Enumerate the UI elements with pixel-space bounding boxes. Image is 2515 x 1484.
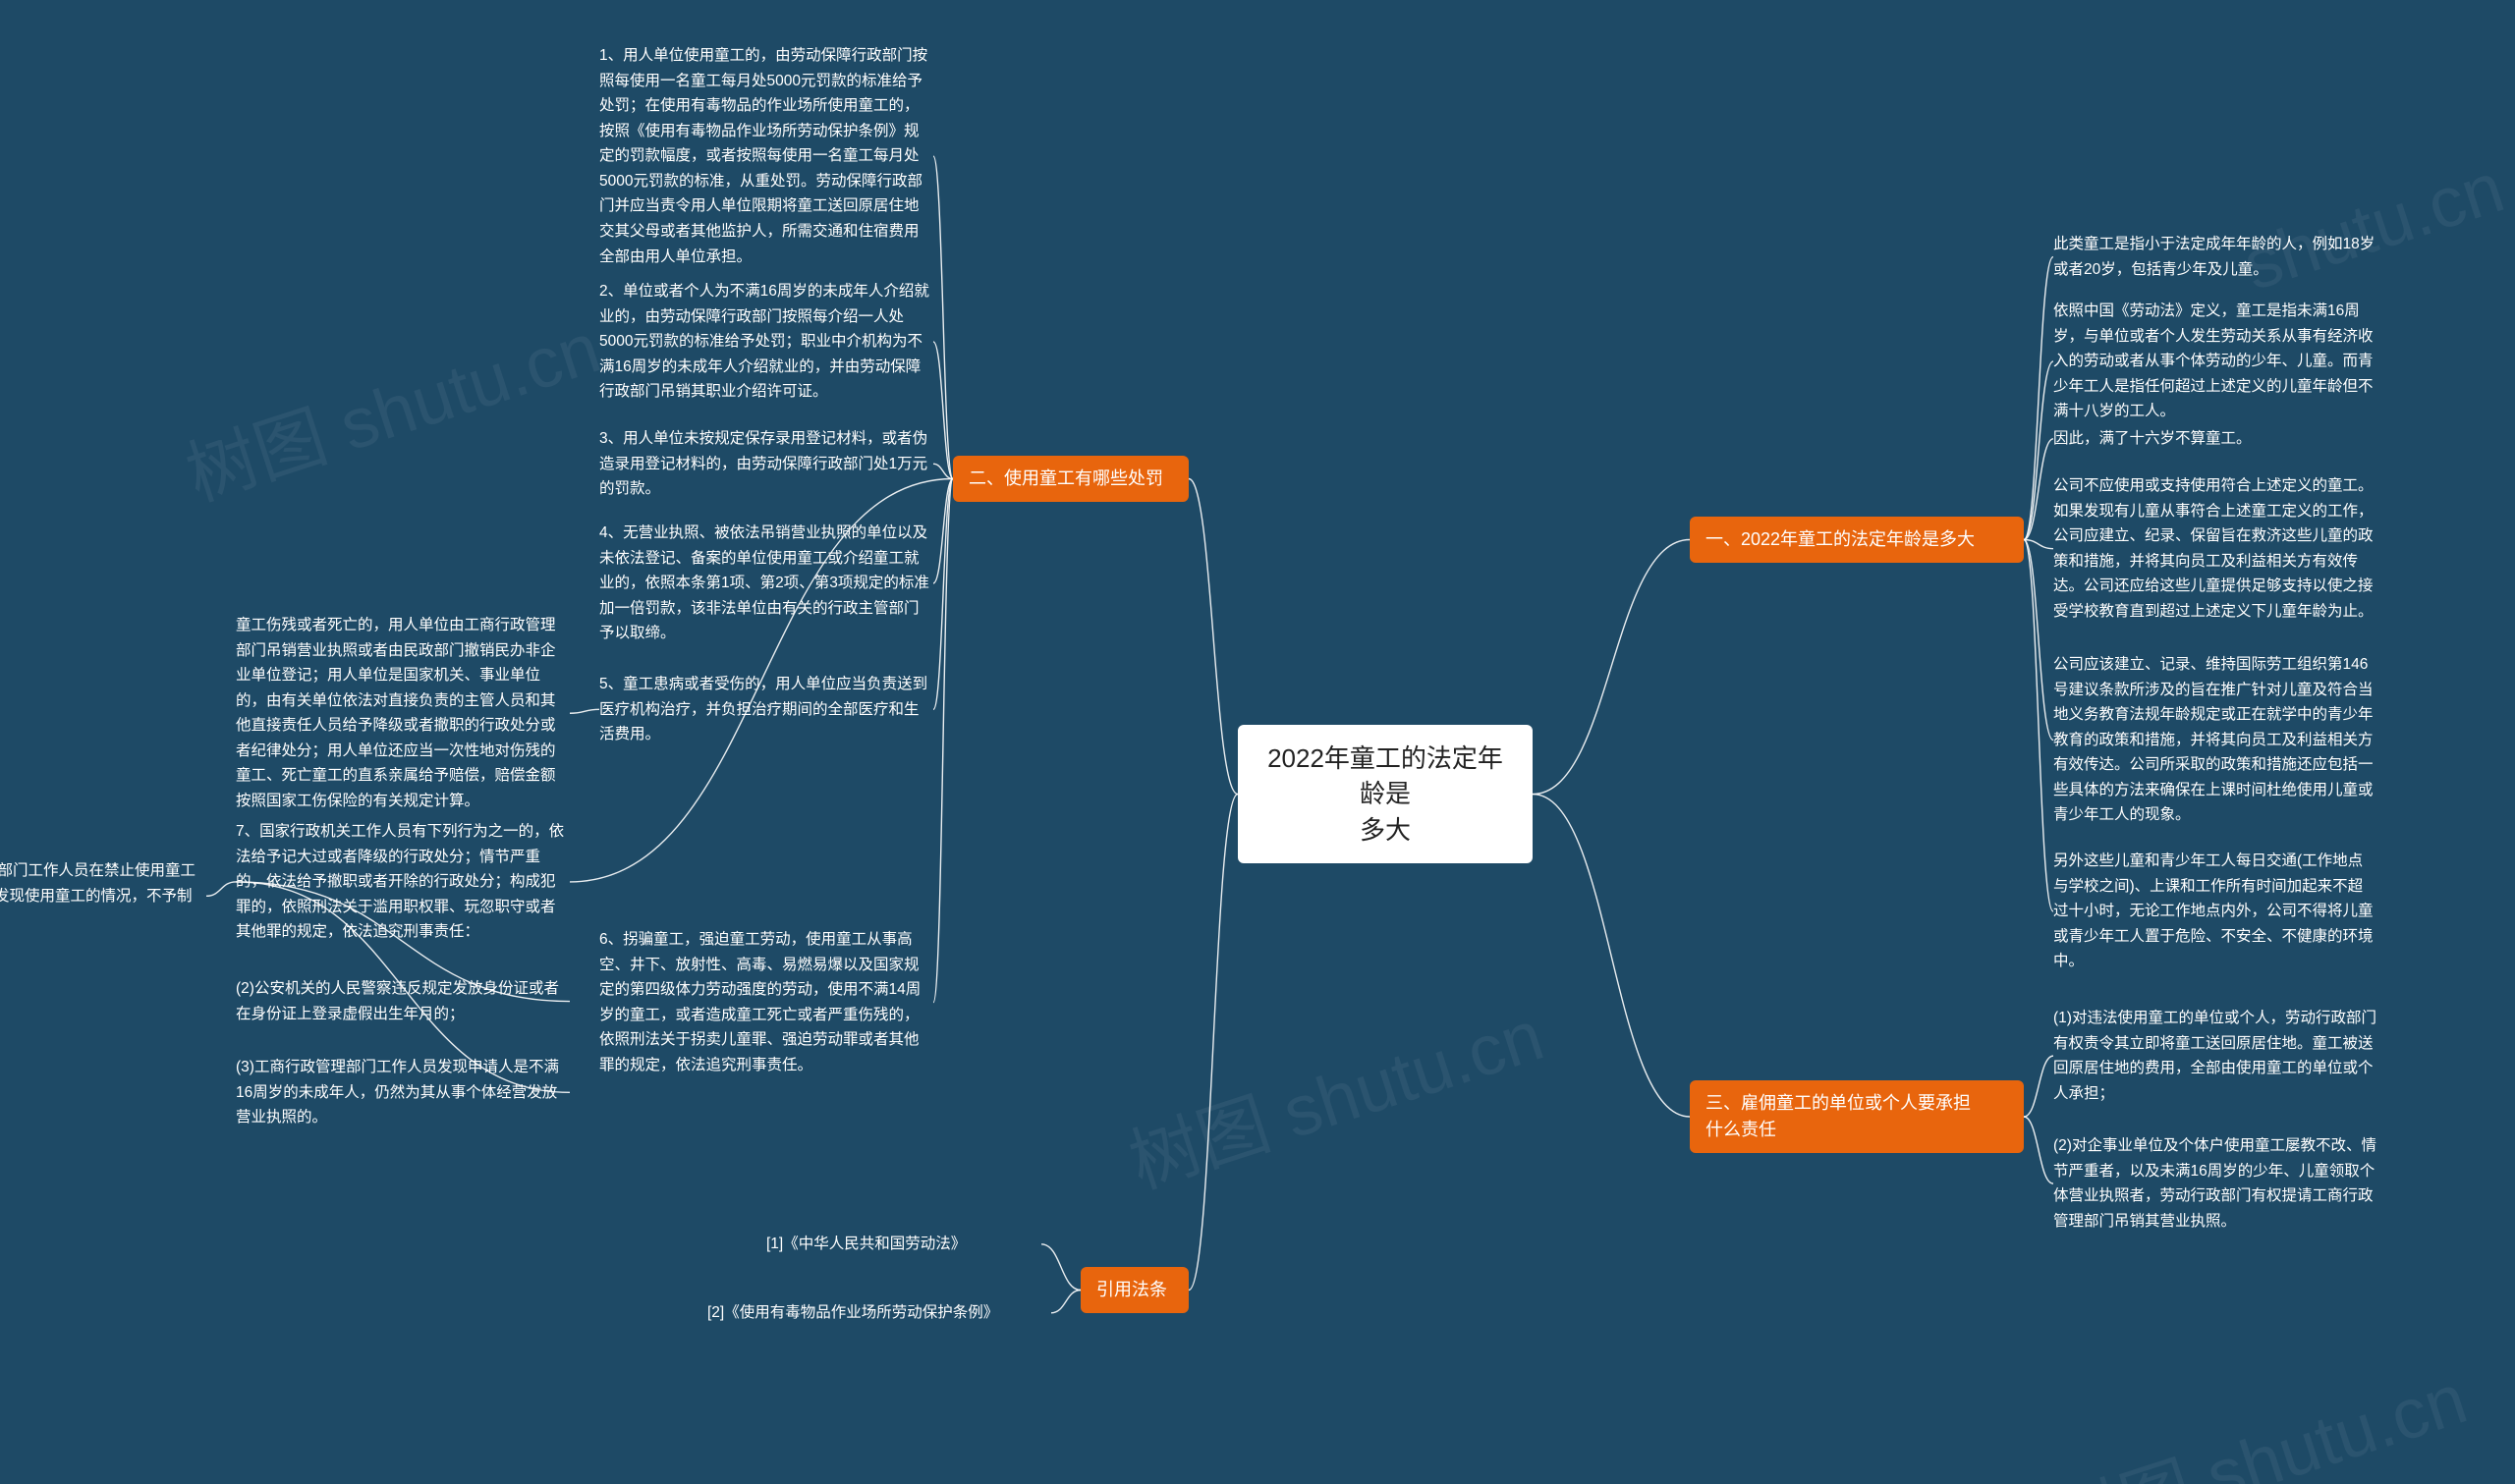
- leaf-node-m2c2: 2、单位或者个人为不满16周岁的未成年人介绍就业的，由劳动保障行政部门按照每介绍…: [599, 275, 933, 409]
- leaf-node-m1c4: 公司不应使用或支持使用符合上述定义的童工。如果发现有儿童从事符合上述童工定义的工…: [2053, 469, 2377, 628]
- watermark: 树图 shutu.cn: [171, 290, 610, 521]
- watermark: 树图 shutu.cn: [1114, 977, 1553, 1208]
- watermark: 树图 shutu.cn: [2038, 1341, 2477, 1484]
- leaf-node-m4c2: [2]《使用有毒物品作业场所劳动保护条例》: [707, 1296, 1051, 1330]
- leaf-node-m1c1: 此类童工是指小于法定成年年龄的人，例如18岁或者20岁，包括青少年及儿童。: [2053, 228, 2377, 286]
- root-node: 2022年童工的法定年龄是多大: [1238, 725, 1533, 863]
- main-node-m4: 引用法条: [1081, 1267, 1189, 1313]
- main-node-m1: 一、2022年童工的法定年龄是多大: [1690, 517, 2024, 563]
- leaf-node-m2c3: 3、用人单位未按规定保存录用登记材料，或者伪造录用登记材料的，由劳动保障行政部门…: [599, 422, 933, 506]
- main-node-m3: 三、雇佣童工的单位或个人要承担什么责任: [1690, 1080, 2024, 1153]
- leaf-node-m2c7a: (1)劳动保障等有关部门工作人员在禁止使用童工的监督检查工作中发现使用童工的情况…: [0, 854, 206, 938]
- leaf-node-m1c5: 公司应该建立、记录、维持国际劳工组织第146号建议条款所涉及的旨在推广针对儿童及…: [2053, 648, 2377, 832]
- leaf-node-m1c3: 因此，满了十六岁不算童工。: [2053, 422, 2377, 456]
- leaf-node-m3c1: (1)对违法使用童工的单位或个人，劳动行政部门有权责令其立即将童工送回原居住地。…: [2053, 1002, 2377, 1110]
- leaf-node-m2c4: 4、无营业执照、被依法吊销营业执照的单位以及未依法登记、备案的单位使用童工或介绍…: [599, 517, 933, 650]
- leaf-node-m2c1: 1、用人单位使用童工的，由劳动保障行政部门按照每使用一名童工每月处5000元罚款…: [599, 39, 933, 273]
- leaf-node-m2c5a: 童工伤残或者死亡的，用人单位由工商行政管理部门吊销营业执照或者由民政部门撤销民办…: [236, 609, 570, 818]
- main-node-m2: 二、使用童工有哪些处罚: [953, 456, 1189, 502]
- leaf-node-m2c7: 7、国家行政机关工作人员有下列行为之一的，依法给予记大过或者降级的行政处分；情节…: [236, 815, 570, 949]
- leaf-node-m2c7b: (2)公安机关的人民警察违反规定发放身份证或者在身份证上登录虚假出生年月的；: [236, 972, 570, 1030]
- leaf-node-m4c1: [1]《中华人民共和国劳动法》: [766, 1228, 1041, 1261]
- leaf-node-m2c6: 6、拐骗童工，强迫童工劳动，使用童工从事高空、井下、放射性、高毒、易燃易爆以及国…: [599, 923, 933, 1081]
- leaf-node-m2c5: 5、童工患病或者受伤的，用人单位应当负责送到医疗机构治疗，并负担治疗期间的全部医…: [599, 668, 933, 751]
- leaf-node-m1c6: 另外这些儿童和青少年工人每日交通(工作地点与学校之间)、上课和工作所有时间加起来…: [2053, 845, 2377, 978]
- leaf-node-m2c7c: (3)工商行政管理部门工作人员发现申请人是不满16周岁的未成年人，仍然为其从事个…: [236, 1051, 570, 1134]
- leaf-node-m1c2: 依照中国《劳动法》定义，童工是指未满16周岁，与单位或者个人发生劳动关系从事有经…: [2053, 295, 2377, 428]
- leaf-node-m3c2: (2)对企事业单位及个体户使用童工屡教不改、情节严重者，以及未满16周岁的少年、…: [2053, 1129, 2377, 1237]
